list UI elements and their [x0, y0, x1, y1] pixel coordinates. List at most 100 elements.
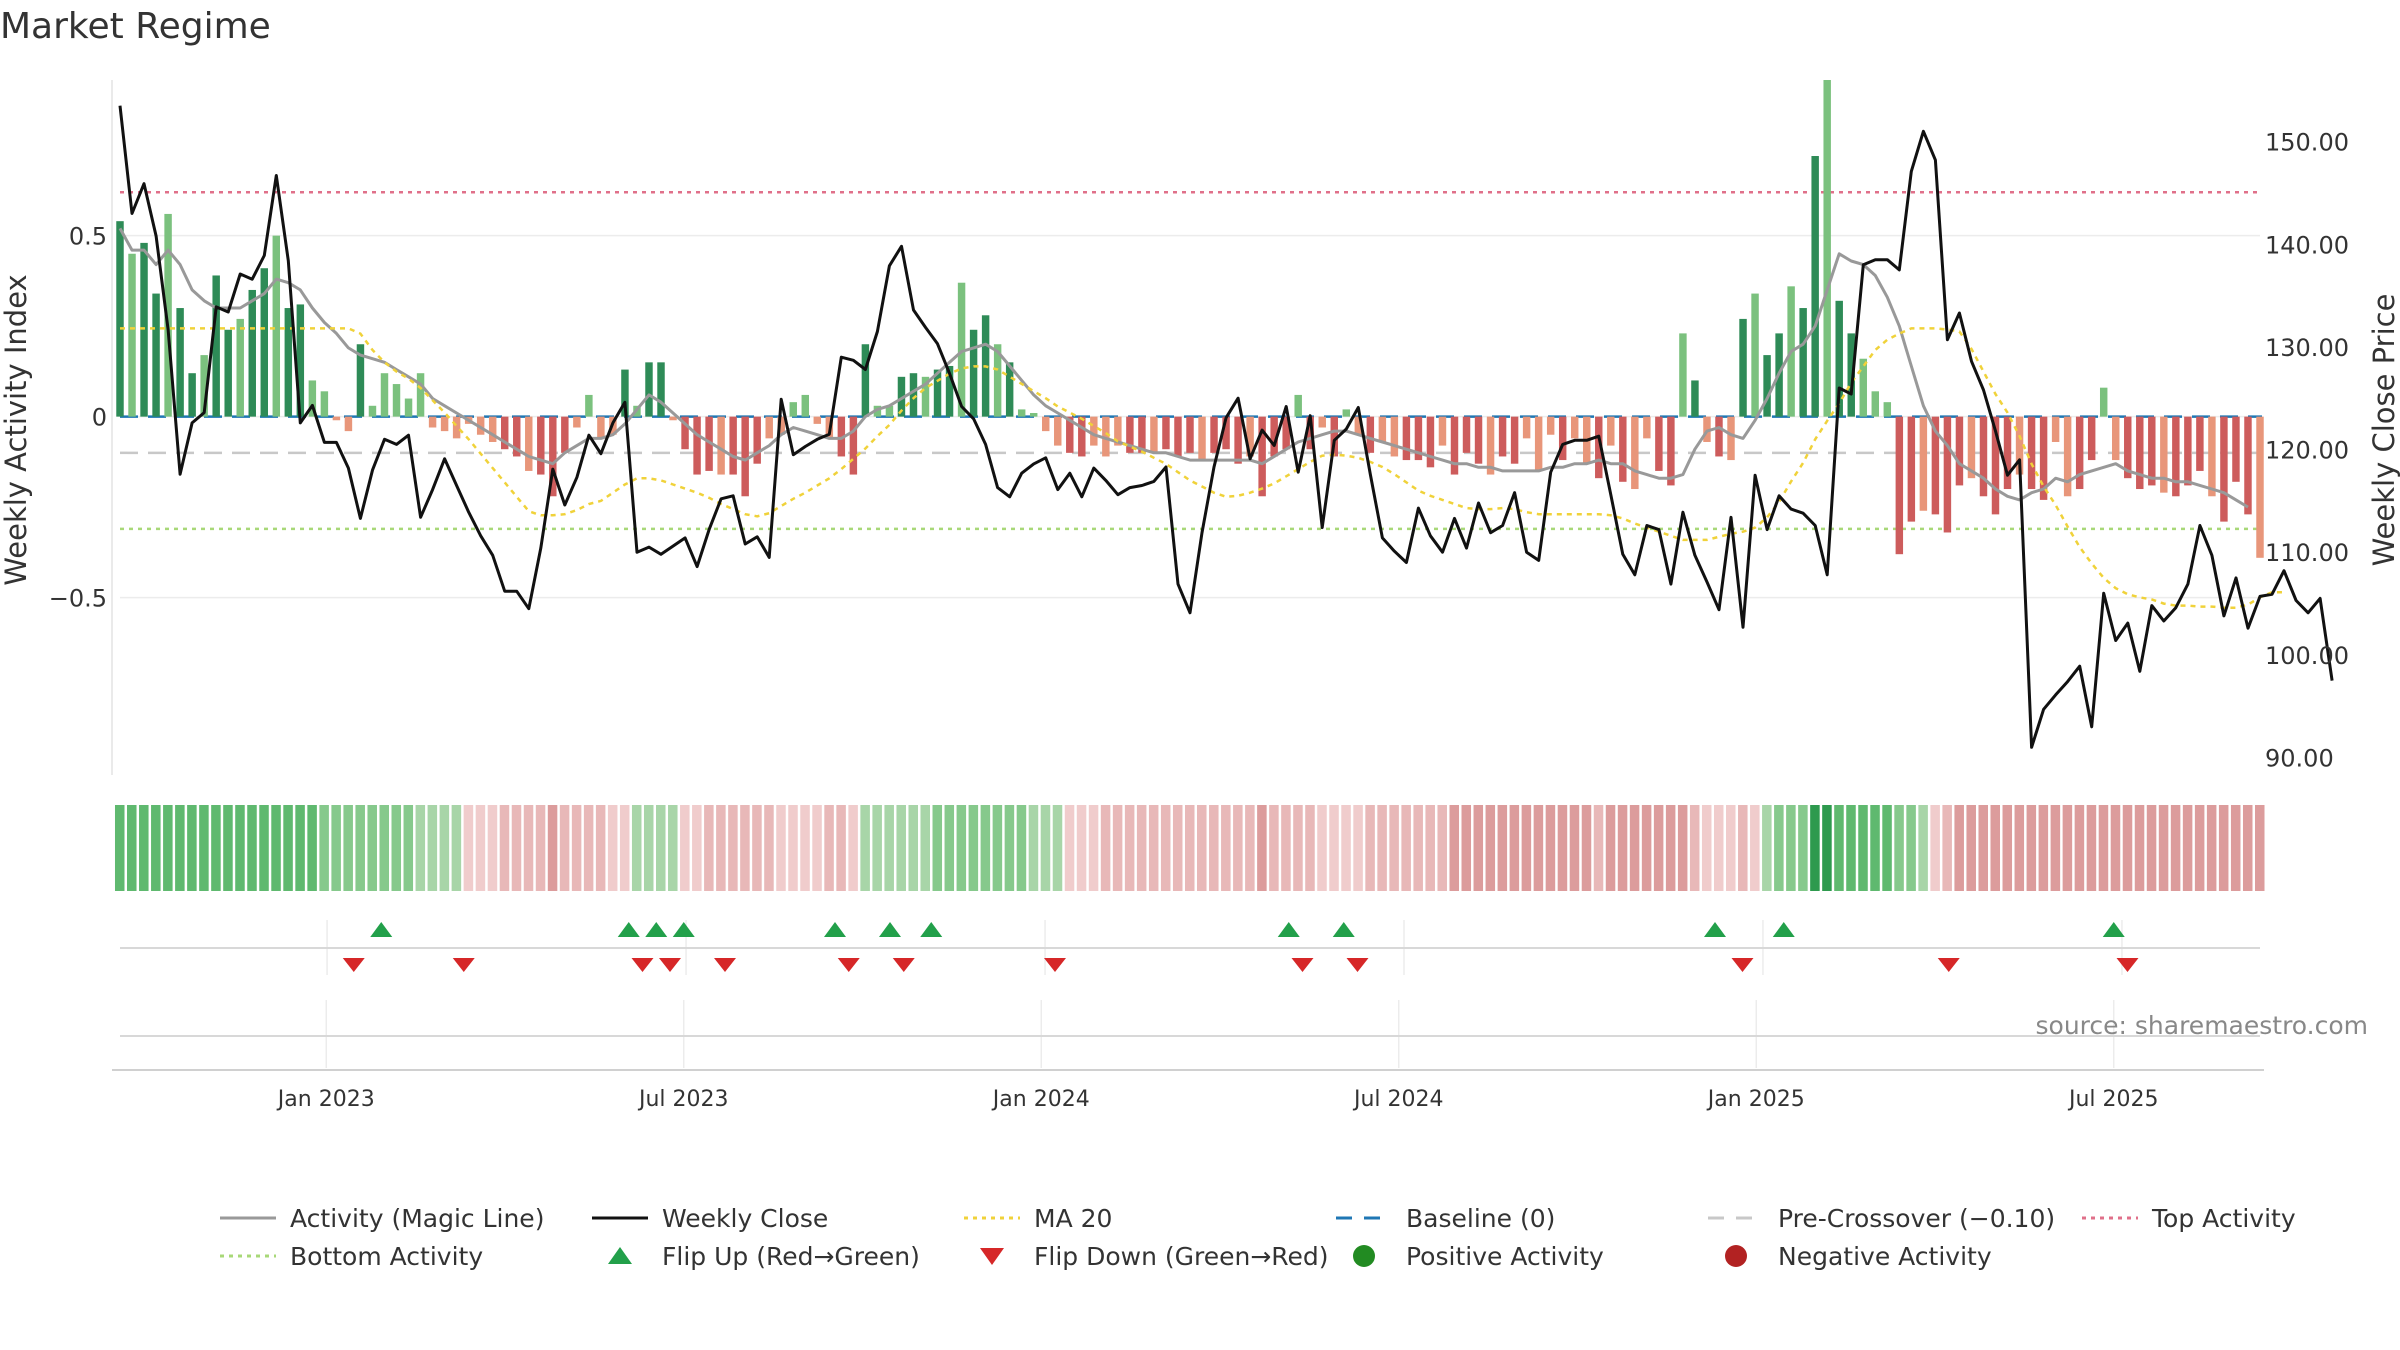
regime-strip-cell	[1317, 805, 1327, 891]
lower-panel	[112, 1000, 2264, 1071]
activity-bar	[2232, 416, 2240, 482]
activity-bar	[1570, 416, 1579, 439]
activity-bar	[1655, 416, 1663, 471]
activity-bar	[260, 268, 268, 417]
activity-bar	[488, 416, 497, 442]
activity-bar	[1138, 416, 1146, 453]
activity-bar	[1546, 416, 1555, 435]
activity-bar	[573, 416, 581, 428]
legend-item: Pre-Crossover (−0.10)	[1708, 1204, 2055, 1233]
regime-strip-cell	[571, 805, 582, 891]
regime-strip-cell	[668, 805, 678, 891]
regime-strip-cell	[2170, 805, 2181, 891]
regime-strip-cell	[523, 805, 534, 891]
regime-strip-cell	[836, 805, 846, 891]
regime-strip-cell	[247, 805, 257, 891]
activity-bar	[2003, 416, 2012, 490]
regime-strip-cell	[740, 805, 750, 891]
flip-up-marker	[645, 922, 668, 937]
chart-title: Market Regime	[0, 6, 271, 47]
activity-bar	[1270, 416, 1278, 457]
regime-strip-cell	[1028, 805, 1039, 891]
legend-label: Flip Down (Green→Red)	[1034, 1242, 1329, 1271]
activity-bar	[1198, 416, 1206, 461]
left-tick-label: −0.5	[49, 585, 107, 613]
regime-strip-cell	[607, 805, 618, 891]
activity-bar	[1306, 416, 1314, 450]
flip-up-marker	[879, 922, 901, 937]
activity-bar	[140, 242, 148, 417]
regime-strip-cell	[2086, 805, 2097, 891]
regime-strip-cell	[1786, 805, 1796, 891]
activity-bar	[164, 213, 172, 417]
activity-bar	[513, 416, 521, 457]
regime-strip-cell	[211, 805, 221, 891]
regime-strip-cell	[463, 805, 474, 891]
activity-bar	[1426, 416, 1435, 468]
regime-strip-cell	[1665, 805, 1676, 891]
regime-strip-cell	[187, 805, 197, 891]
regime-strip-cell	[427, 805, 438, 891]
activity-bar	[188, 373, 196, 417]
legend-item: Baseline (0)	[1336, 1204, 1555, 1233]
regime-strip-cell	[1353, 805, 1363, 891]
regime-strip-cell	[1016, 805, 1027, 891]
flip-down-marker	[714, 958, 736, 972]
regime-strip-cell	[547, 805, 558, 891]
activity-bar	[1005, 362, 1014, 417]
activity-bar	[585, 394, 593, 417]
activity-bar	[1258, 416, 1266, 497]
activity-bar	[1126, 416, 1134, 453]
activity-bar	[693, 416, 701, 475]
legend-item: Bottom Activity	[220, 1242, 483, 1271]
regime-strip-cell	[1233, 805, 1243, 891]
activity-bar	[1114, 416, 1122, 446]
activity-bar	[2075, 416, 2084, 490]
regime-strip-cell	[2254, 805, 2265, 891]
legend-item: Weekly Close	[592, 1204, 828, 1233]
regime-strip-cell	[728, 805, 738, 891]
activity-bar	[1066, 416, 1074, 453]
regime-strip-cell	[1750, 805, 1760, 891]
regime-strip-cell	[1569, 805, 1580, 891]
activity-bar	[320, 391, 329, 417]
regime-strip-cell	[968, 805, 979, 891]
regime-strip-cell	[2218, 805, 2229, 891]
regime-strip-cell	[908, 805, 918, 891]
regime-strip-cell	[1605, 805, 1616, 891]
regime-strip-cell	[1509, 805, 1520, 891]
activity-bar	[1282, 416, 1290, 450]
legend: Activity (Magic Line) Weekly Close MA 20 Ba…	[220, 1204, 2296, 1271]
activity-bar	[2027, 416, 2036, 490]
activity-bar	[392, 384, 401, 417]
activity-bar	[2184, 416, 2192, 486]
regime-strip-cell	[1689, 805, 1700, 891]
regime-strip-cell	[259, 805, 269, 891]
regime-strip-cell	[1413, 805, 1423, 891]
regime-strip-cell	[175, 805, 185, 891]
activity-bar	[1042, 416, 1050, 432]
regime-strip-cell	[1713, 805, 1724, 891]
activity-bar	[1054, 416, 1062, 446]
activity-bar	[1703, 416, 1711, 442]
activity-bar	[621, 369, 629, 417]
activity-bar	[993, 344, 1002, 417]
regime-strip-cell	[1726, 805, 1736, 891]
activity-bar	[1090, 416, 1098, 446]
activity-bar	[1823, 80, 1831, 417]
regime-strip-cell	[1822, 805, 1832, 891]
activity-bar	[308, 380, 317, 417]
activity-bar	[1474, 416, 1483, 464]
activity-bar	[1186, 416, 1194, 453]
legend-swatch	[1353, 1245, 1375, 1267]
activity-bar	[1534, 416, 1543, 471]
activity-bar	[1763, 355, 1771, 417]
regime-strip-cell	[1581, 805, 1592, 891]
legend-label: Flip Up (Red→Green)	[662, 1242, 920, 1271]
right-tick-label: 140.00	[2265, 231, 2349, 259]
regime-strip-cell	[920, 805, 931, 891]
regime-strip-cell	[800, 805, 810, 891]
legend-item: MA 20	[964, 1204, 1112, 1233]
activity-bar	[1078, 416, 1086, 457]
activity-bar	[1895, 416, 1904, 555]
